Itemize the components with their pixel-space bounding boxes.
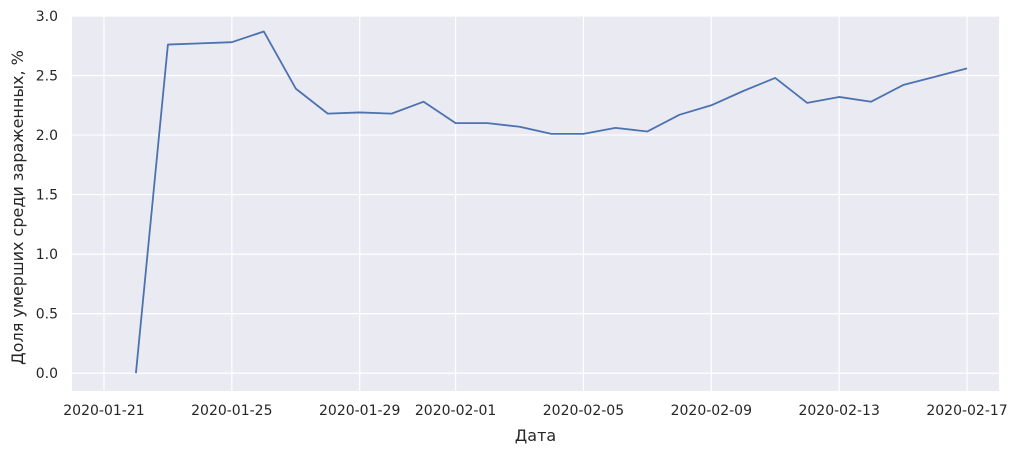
- y-tick-labels: 0.0 0.5 1.0 1.5 2.0 2.5 3.0: [36, 9, 58, 382]
- x-tick-label: 2020-02-17: [926, 403, 1007, 419]
- x-tick-label: 2020-01-21: [63, 403, 144, 419]
- plot-area: [72, 16, 999, 391]
- x-tick-label: 2020-02-13: [798, 403, 879, 419]
- y-tick-label: 0.5: [36, 307, 58, 323]
- x-gridlines: [103, 16, 968, 391]
- x-tick-label: 2020-01-25: [191, 403, 272, 419]
- y-tick-label: 2.0: [36, 128, 58, 144]
- y-axis-label: Доля умерших среди зараженных, %: [8, 50, 27, 365]
- y-tick-label: 1.5: [36, 188, 58, 204]
- y-tick-label: 1.0: [36, 247, 58, 263]
- x-tick-label: 2020-02-05: [543, 403, 624, 419]
- x-tick-label: 2020-02-01: [415, 403, 496, 419]
- x-tick-labels: 2020-01-21 2020-01-25 2020-01-29 2020-02-01…: [63, 403, 1007, 419]
- x-axis-label: Дата: [515, 426, 556, 445]
- y-tick-label: 3.0: [36, 9, 58, 25]
- x-tick-label: 2020-01-29: [319, 403, 400, 419]
- series-line: [135, 30, 968, 374]
- y-tick-label: 0.0: [36, 366, 58, 382]
- y-tick-label: 2.5: [36, 69, 58, 85]
- y-gridlines: [72, 15, 999, 374]
- x-tick-label: 2020-02-09: [671, 403, 752, 419]
